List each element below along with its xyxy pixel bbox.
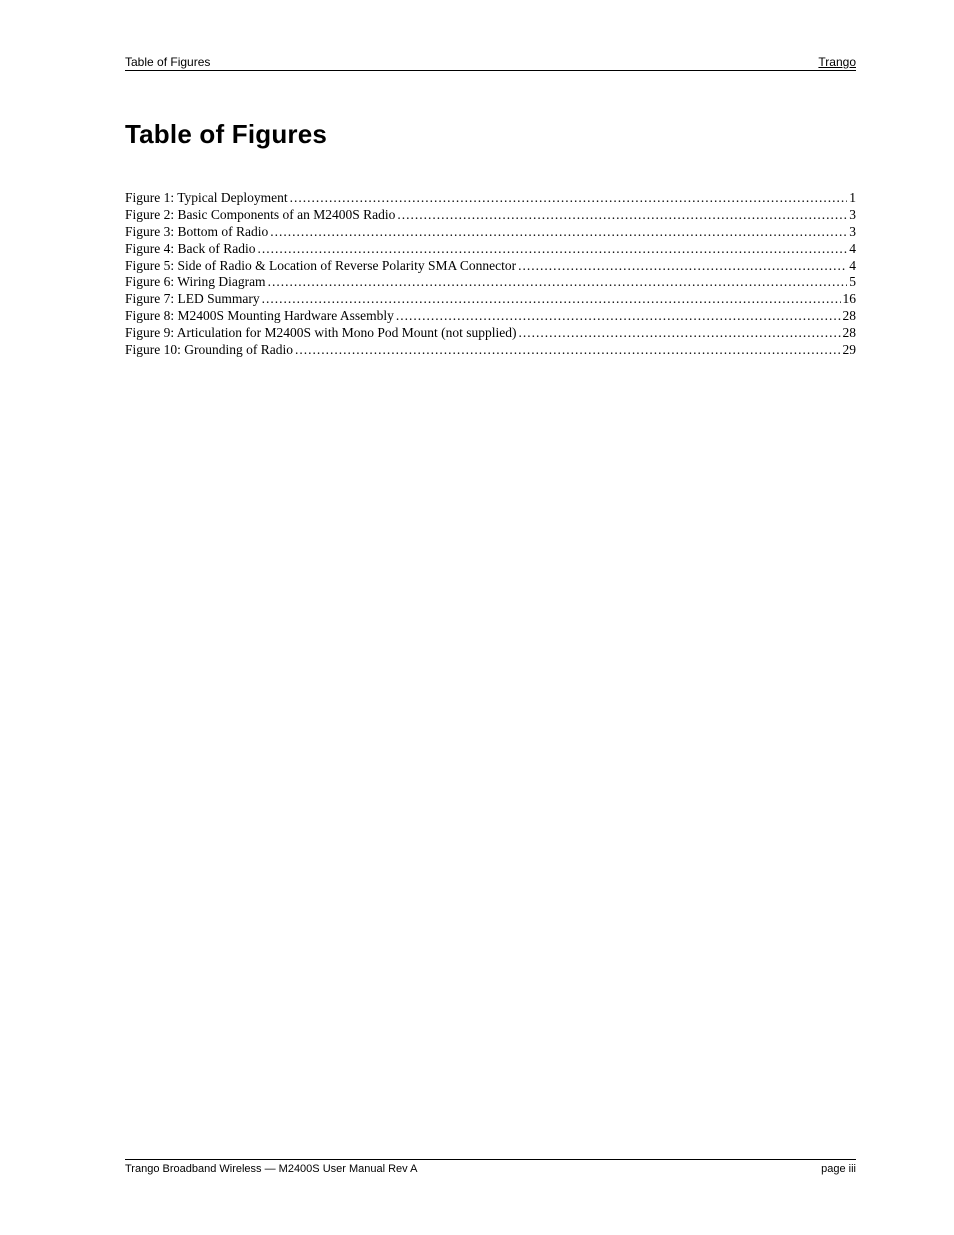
- page-footer: Trango Broadband Wireless — M2400S User …: [125, 1159, 856, 1175]
- toc-leader: [262, 291, 841, 308]
- table-of-figures: Figure 1: Typical Deployment 1 Figure 2:…: [125, 190, 856, 359]
- toc-entry: Figure 6: Wiring Diagram 5: [125, 274, 856, 291]
- toc-label: Figure 2: Basic Components of an M2400S …: [125, 207, 395, 224]
- toc-label: Figure 9: Articulation for M2400S with M…: [125, 325, 517, 342]
- toc-entry: Figure 4: Back of Radio 4: [125, 241, 856, 258]
- toc-page: 4: [849, 241, 856, 258]
- toc-label: Figure 10: Grounding of Radio: [125, 342, 293, 359]
- toc-entry: Figure 5: Side of Radio & Location of Re…: [125, 258, 856, 275]
- toc-page: 1: [849, 190, 856, 207]
- toc-entry: Figure 2: Basic Components of an M2400S …: [125, 207, 856, 224]
- toc-leader: [270, 224, 847, 241]
- toc-leader: [396, 308, 841, 325]
- toc-label: Figure 5: Side of Radio & Location of Re…: [125, 258, 516, 275]
- toc-leader: [257, 241, 847, 258]
- toc-page: 28: [843, 308, 857, 325]
- header-right: Trango: [818, 55, 856, 69]
- page-header: Table of Figures Trango: [125, 55, 856, 71]
- toc-leader: [290, 190, 848, 207]
- toc-entry: Figure 7: LED Summary 16: [125, 291, 856, 308]
- toc-entry: Figure 3: Bottom of Radio 3: [125, 224, 856, 241]
- page-title: Table of Figures: [125, 119, 856, 150]
- toc-leader: [519, 325, 841, 342]
- toc-leader: [268, 274, 848, 291]
- toc-page: 4: [849, 258, 856, 275]
- toc-leader: [518, 258, 847, 275]
- header-left: Table of Figures: [125, 55, 210, 69]
- toc-label: Figure 6: Wiring Diagram: [125, 274, 266, 291]
- toc-page: 29: [843, 342, 857, 359]
- toc-label: Figure 8: M2400S Mounting Hardware Assem…: [125, 308, 394, 325]
- toc-leader: [397, 207, 847, 224]
- footer-left: Trango Broadband Wireless — M2400S User …: [125, 1163, 417, 1175]
- toc-entry: Figure 8: M2400S Mounting Hardware Assem…: [125, 308, 856, 325]
- toc-label: Figure 3: Bottom of Radio: [125, 224, 268, 241]
- toc-entry: Figure 1: Typical Deployment 1: [125, 190, 856, 207]
- toc-entry: Figure 10: Grounding of Radio 29: [125, 342, 856, 359]
- toc-page: 5: [849, 274, 856, 291]
- toc-leader: [295, 342, 841, 359]
- toc-page: 16: [843, 291, 857, 308]
- toc-page: 28: [843, 325, 857, 342]
- toc-label: Figure 7: LED Summary: [125, 291, 260, 308]
- toc-entry: Figure 9: Articulation for M2400S with M…: [125, 325, 856, 342]
- footer-right: page iii: [821, 1163, 856, 1175]
- toc-label: Figure 4: Back of Radio: [125, 241, 255, 258]
- toc-label: Figure 1: Typical Deployment: [125, 190, 288, 207]
- toc-page: 3: [849, 224, 856, 241]
- toc-page: 3: [849, 207, 856, 224]
